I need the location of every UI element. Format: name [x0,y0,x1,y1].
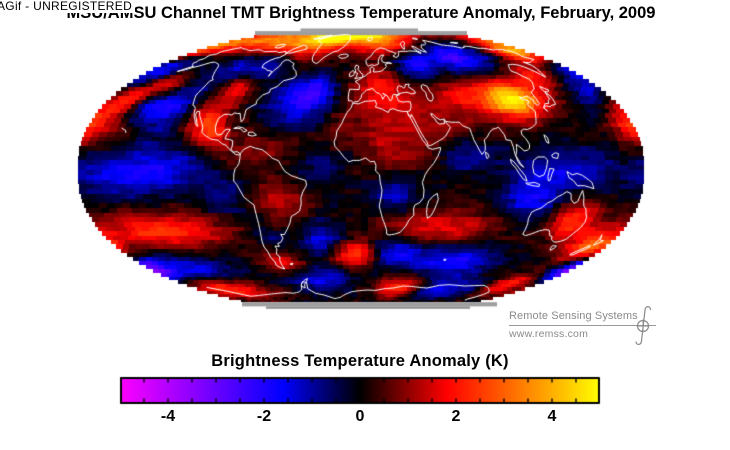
credit-organization-text: Remote Sensing Systems [509,310,638,322]
remss-logo-icon [635,306,652,346]
colorbar-tick-label: -2 [256,408,272,425]
colorbar-tick-label: 0 [355,408,365,425]
colorbar-tick-label: -4 [160,408,176,425]
watermark-text: AGif - UNREGISTERED [0,0,136,13]
figure-title: MSU/AMSU Channel TMT Brightness Temperat… [66,4,656,22]
colorbar-title: Brightness Temperature Anomaly (K) [211,352,509,370]
credit-divider-line [509,325,656,326]
colorbar-tick-label: 2 [451,408,461,425]
colorbar-tick-label: 4 [547,408,557,425]
credit-url-text: www.remss.com [509,328,589,340]
